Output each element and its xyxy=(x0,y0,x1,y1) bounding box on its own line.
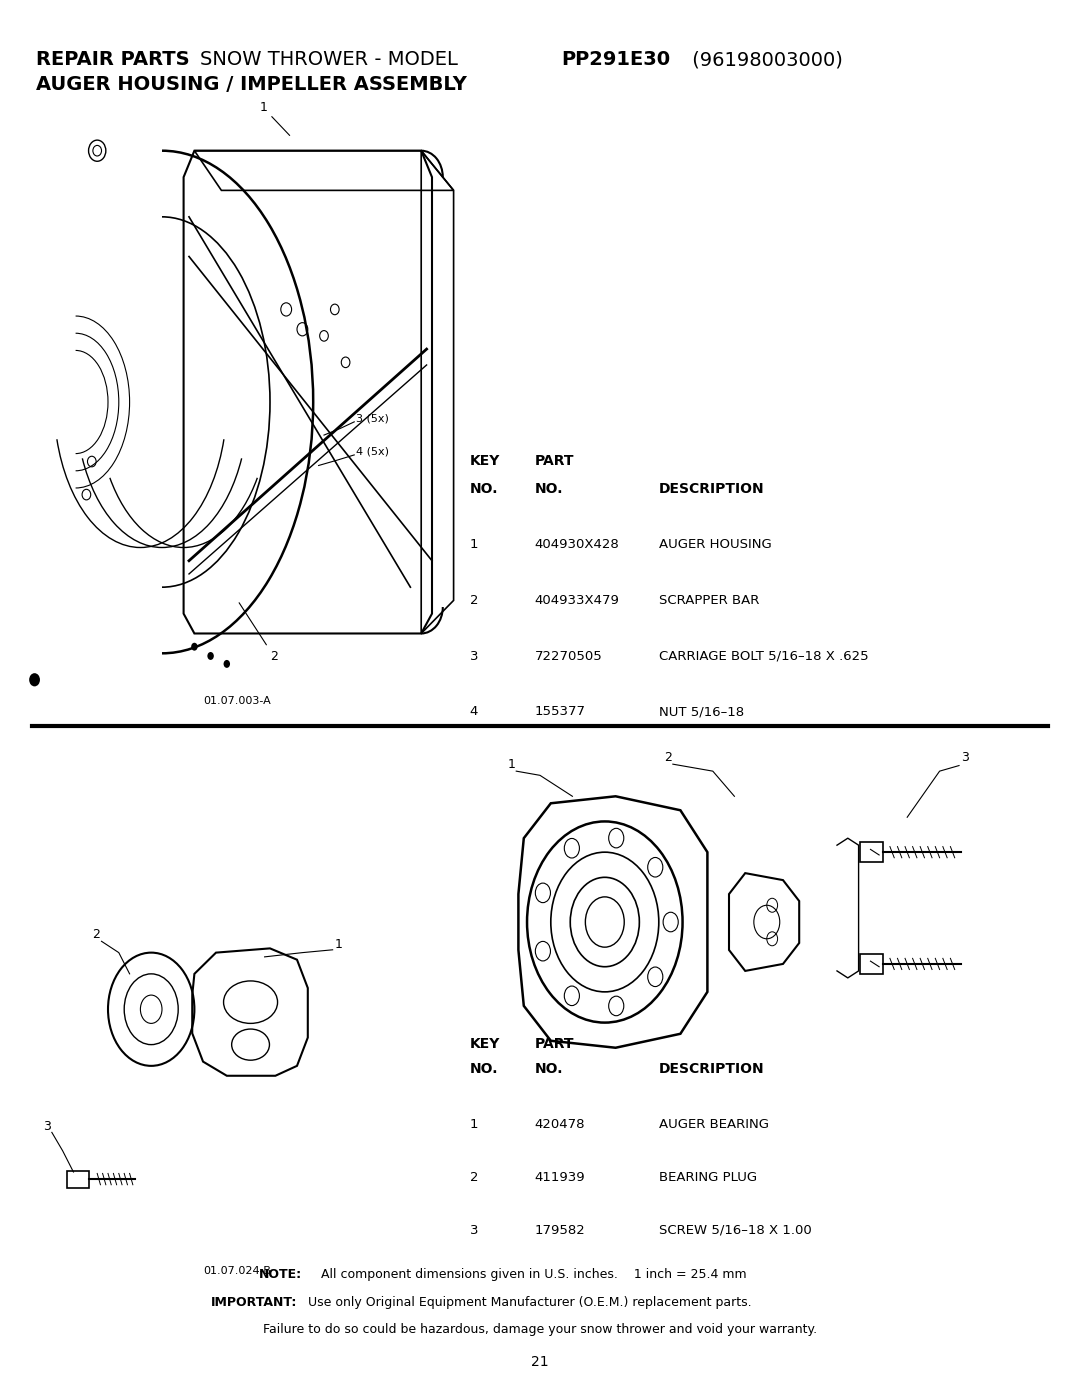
Text: SCRAPPER BAR: SCRAPPER BAR xyxy=(659,594,759,606)
Text: SNOW THROWER - MODEL: SNOW THROWER - MODEL xyxy=(200,50,464,70)
Text: DESCRIPTION: DESCRIPTION xyxy=(659,482,765,496)
Text: 1: 1 xyxy=(470,1118,478,1130)
Text: AUGER HOUSING / IMPELLER ASSEMBLY: AUGER HOUSING / IMPELLER ASSEMBLY xyxy=(36,75,467,95)
Text: REPAIR PARTS: REPAIR PARTS xyxy=(36,50,189,70)
Text: 1: 1 xyxy=(259,101,289,136)
Text: 2: 2 xyxy=(239,602,278,664)
Text: NOTE:: NOTE: xyxy=(259,1268,302,1281)
Text: 1: 1 xyxy=(335,939,342,951)
Circle shape xyxy=(29,673,40,686)
Text: BEARING PLUG: BEARING PLUG xyxy=(659,1171,757,1183)
Text: CARRIAGE BOLT 5/16–18 X .625: CARRIAGE BOLT 5/16–18 X .625 xyxy=(659,650,868,662)
Text: 72270505: 72270505 xyxy=(535,650,603,662)
Text: 404933X479: 404933X479 xyxy=(535,594,620,606)
Text: PART: PART xyxy=(535,1037,575,1051)
Text: DESCRIPTION: DESCRIPTION xyxy=(659,1062,765,1076)
Text: 2: 2 xyxy=(664,752,672,764)
Text: Failure to do so could be hazardous, damage your snow thrower and void your warr: Failure to do so could be hazardous, dam… xyxy=(262,1323,818,1336)
Text: All component dimensions given in U.S. inches.    1 inch = 25.4 mm: All component dimensions given in U.S. i… xyxy=(313,1268,747,1281)
Text: 4 (5x): 4 (5x) xyxy=(356,447,390,457)
Text: 3: 3 xyxy=(961,752,969,764)
Text: (96198003000): (96198003000) xyxy=(686,50,842,70)
Text: 3: 3 xyxy=(470,650,478,662)
Text: 2: 2 xyxy=(470,594,478,606)
Text: 411939: 411939 xyxy=(535,1171,585,1183)
Text: Use only Original Equipment Manufacturer (O.E.M.) replacement parts.: Use only Original Equipment Manufacturer… xyxy=(300,1296,752,1309)
Text: 3: 3 xyxy=(43,1119,51,1133)
Text: 2: 2 xyxy=(470,1171,478,1183)
Text: KEY: KEY xyxy=(470,454,500,468)
Text: NO.: NO. xyxy=(535,1062,563,1076)
Circle shape xyxy=(224,659,230,668)
Text: NO.: NO. xyxy=(470,482,498,496)
Text: 155377: 155377 xyxy=(535,705,585,718)
Text: 01.07.024-B: 01.07.024-B xyxy=(204,1266,271,1275)
Text: NO.: NO. xyxy=(535,482,563,496)
Text: 2: 2 xyxy=(92,929,99,942)
Text: 3: 3 xyxy=(470,1224,478,1236)
Text: 4: 4 xyxy=(470,705,478,718)
Text: IMPORTANT:: IMPORTANT: xyxy=(211,1296,297,1309)
Text: 1: 1 xyxy=(508,759,515,771)
Text: KEY: KEY xyxy=(470,1037,500,1051)
Text: NO.: NO. xyxy=(470,1062,498,1076)
Text: PART: PART xyxy=(535,454,575,468)
Text: NUT 5/16–18: NUT 5/16–18 xyxy=(659,705,744,718)
Text: PP291E30: PP291E30 xyxy=(562,50,671,70)
Text: 420478: 420478 xyxy=(535,1118,585,1130)
Text: SCREW 5/16–18 X 1.00: SCREW 5/16–18 X 1.00 xyxy=(659,1224,811,1236)
Text: 1: 1 xyxy=(470,538,478,550)
Text: 179582: 179582 xyxy=(535,1224,585,1236)
Text: AUGER HOUSING: AUGER HOUSING xyxy=(659,538,771,550)
Circle shape xyxy=(207,652,214,659)
Text: 21: 21 xyxy=(531,1355,549,1369)
Text: 404930X428: 404930X428 xyxy=(535,538,619,550)
Text: 01.07.003-A: 01.07.003-A xyxy=(204,696,271,705)
Text: 3 (5x): 3 (5x) xyxy=(356,414,389,423)
Circle shape xyxy=(191,643,198,651)
Text: AUGER BEARING: AUGER BEARING xyxy=(659,1118,769,1130)
